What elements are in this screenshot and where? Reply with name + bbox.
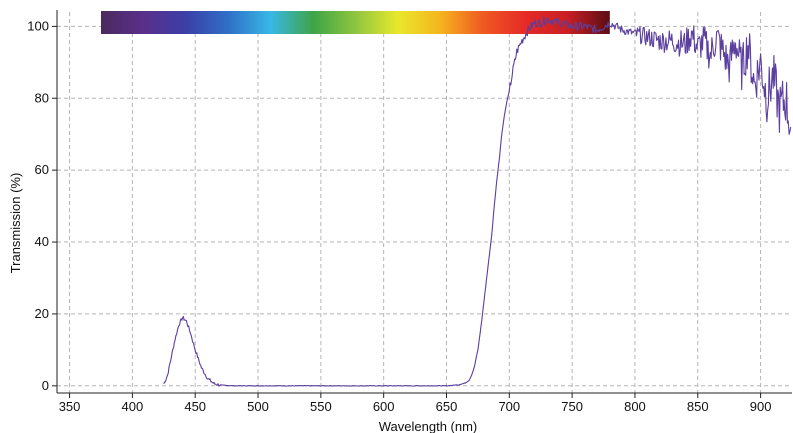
series-layer bbox=[163, 16, 792, 387]
y-tick-label: 40 bbox=[35, 234, 49, 249]
y-tick-label: 60 bbox=[35, 162, 49, 177]
y-tick-label: 0 bbox=[42, 378, 49, 393]
x-tick-label: 650 bbox=[436, 399, 458, 414]
x-tick-label: 850 bbox=[687, 399, 709, 414]
y-tick-label: 100 bbox=[27, 18, 49, 33]
x-tick-label: 350 bbox=[59, 399, 81, 414]
x-tick-label: 550 bbox=[310, 399, 332, 414]
x-tick-label: 500 bbox=[247, 399, 269, 414]
x-tick-label: 700 bbox=[498, 399, 520, 414]
x-tick-label: 900 bbox=[750, 399, 772, 414]
spectrum-color-bar bbox=[100, 11, 610, 34]
x-tick-label: 450 bbox=[184, 399, 206, 414]
series-line-0 bbox=[163, 16, 792, 387]
x-tick-label: 600 bbox=[373, 399, 395, 414]
x-tick-labels: 350 400 450 500 550 600 650 700 750 800 850 900 bbox=[59, 393, 772, 414]
plot-frame bbox=[57, 12, 792, 393]
y-tick-labels: 0 20 40 60 80 100 bbox=[27, 18, 57, 393]
y-tick-label: 20 bbox=[35, 306, 49, 321]
y-axis-label: Transmission (%) bbox=[8, 173, 23, 274]
y-tick-label: 80 bbox=[35, 90, 49, 105]
x-tick-label: 750 bbox=[561, 399, 583, 414]
axes bbox=[56, 10, 792, 394]
x-axis-label: Wavelength (nm) bbox=[379, 419, 478, 433]
x-tick-label: 800 bbox=[624, 399, 646, 414]
x-tick-label: 400 bbox=[122, 399, 144, 414]
